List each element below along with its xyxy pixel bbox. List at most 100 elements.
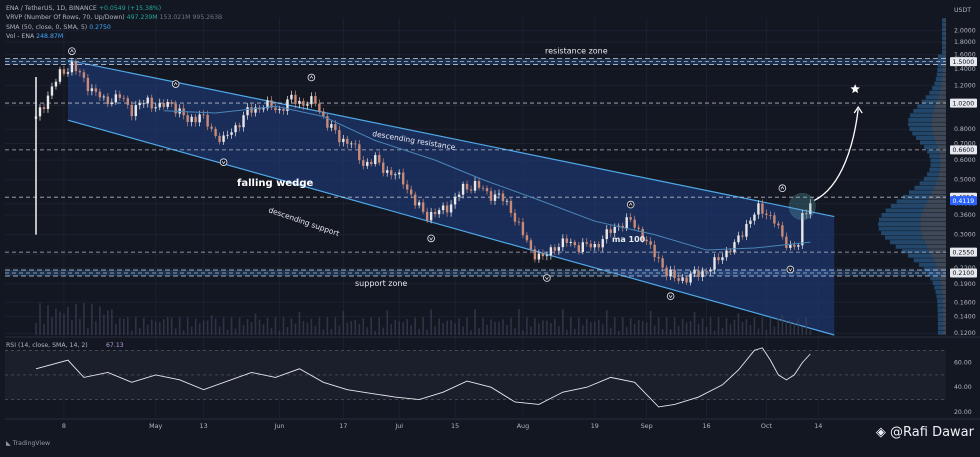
candle-body (669, 269, 672, 277)
legend-volume-row[interactable]: Vol - ENA 248.87M (6, 32, 222, 41)
volume-profile-bar-down (942, 326, 946, 331)
volume-bar (785, 320, 788, 335)
volume-bar (382, 327, 385, 335)
candle-body (382, 162, 385, 173)
volume-bar (518, 309, 520, 335)
volume-bar (95, 320, 97, 335)
candle-body (362, 160, 365, 166)
candle-body (334, 124, 337, 131)
volume-bar (665, 317, 668, 335)
volume-bar (574, 328, 576, 335)
candle-body (665, 267, 668, 277)
candle-body (401, 172, 405, 185)
candle-body (194, 116, 197, 123)
volume-bar (621, 317, 624, 335)
volume-profile-bar-up (932, 86, 941, 91)
candle-body (314, 96, 317, 104)
volume-bar (597, 319, 600, 335)
ma-100-line (163, 105, 811, 251)
candle-body (150, 97, 153, 109)
candle-body (801, 213, 804, 246)
candle-body (689, 273, 692, 283)
volume-profile-bar-up (937, 303, 943, 308)
price-tick-label: 0.2200 (954, 265, 976, 272)
price-tick-label: 1.8000 (954, 39, 976, 46)
volume-profile-bar-up (929, 90, 940, 95)
candle-body (421, 202, 425, 212)
volume-bar (697, 323, 700, 335)
candle-body (741, 235, 744, 237)
candle-body (214, 128, 217, 136)
legend-sma-row[interactable]: SMA (50, close, 0, SMA, 5) 0.2750 (6, 23, 222, 32)
candle-body (138, 103, 141, 106)
candle-body (262, 108, 265, 110)
candle-body (342, 138, 345, 143)
price-highlight-badge (950, 268, 977, 278)
volume-value: 248.87M (36, 32, 64, 40)
volume-bar (342, 310, 345, 335)
candle-body (338, 130, 341, 143)
volume-profile-bar-down (942, 72, 946, 77)
volume-bar (797, 318, 800, 335)
candle-body (186, 115, 189, 122)
candle-body (721, 257, 724, 261)
price-axis-unit: USDT (954, 7, 971, 14)
legend-vrvp-row[interactable]: VRVP (Number Of Rows, 70, Up/Down) 497.2… (6, 13, 222, 22)
candle-body (358, 144, 361, 161)
candle-body (166, 102, 169, 107)
candle-body (625, 217, 628, 229)
volume-bar (278, 330, 281, 335)
candle-body (114, 94, 118, 103)
volume-profile-bar-down (929, 249, 946, 254)
candle-body (629, 217, 632, 220)
volume-bar (769, 317, 772, 335)
volume-profile-bar-up (901, 249, 930, 254)
touch-point-marker (626, 200, 635, 209)
volume-bar (554, 318, 556, 335)
volume-bar (398, 321, 401, 335)
volume-bar (753, 317, 756, 335)
tradingview-logo[interactable]: ◣ TradingView (6, 440, 50, 447)
candle-body (278, 108, 281, 111)
volume-profile-bar-up (881, 231, 922, 236)
candle-body (641, 228, 644, 240)
volume-bar (570, 317, 572, 335)
volume-bar (482, 317, 484, 335)
price-tick-label: 0.8000 (954, 126, 976, 133)
volume-bar (158, 321, 161, 335)
volume-bar (286, 327, 289, 335)
volume-profile-bar-down (937, 267, 946, 272)
sma-label: SMA (50, close, 0, SMA, 5) (6, 23, 88, 31)
candle-body (282, 108, 285, 111)
candle-body (497, 193, 501, 195)
price-tick-label: 2.0000 (954, 28, 976, 35)
volume-profile-bar-down (931, 117, 946, 122)
volume-bar (617, 330, 620, 335)
volume-bar (162, 319, 165, 335)
volume-bar (677, 325, 680, 335)
candle-body (525, 235, 529, 241)
volume-profile-bar-up (937, 59, 943, 64)
candle-body (386, 170, 389, 173)
volume-bar (486, 324, 488, 335)
symbol-name[interactable]: ENA / TetherUS, 1D, BINANCE (6, 5, 97, 12)
candle-body (54, 81, 58, 87)
candle-body (318, 103, 321, 112)
candle-body (745, 223, 748, 237)
volume-profile-bar-down (942, 77, 946, 82)
candle-body (429, 212, 433, 221)
price-highlight-label: 1.5000 (953, 59, 975, 66)
descending-resistance-line (67, 59, 835, 218)
volume-profile-bar-up (942, 18, 945, 23)
price-tick-label: 0.3000 (954, 232, 976, 239)
volume-profile-bar-down (942, 54, 946, 59)
resistance-zone-label: resistance zone (545, 47, 608, 56)
candle-body (417, 202, 421, 206)
volume-profile-bar-up (919, 262, 936, 267)
candle-body (42, 107, 46, 109)
volume-bar (210, 315, 213, 335)
volume-profile-bar-down (942, 59, 946, 64)
candle-body (793, 244, 796, 247)
